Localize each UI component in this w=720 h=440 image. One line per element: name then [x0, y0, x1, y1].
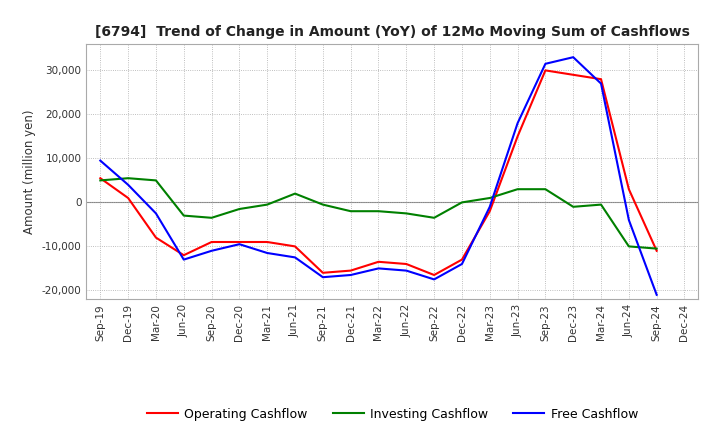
- Operating Cashflow: [263, 239, 271, 245]
- Free Cashflow: [124, 182, 132, 187]
- Investing Cashflow: [652, 246, 661, 251]
- Operating Cashflow: [624, 187, 633, 192]
- Operating Cashflow: [597, 77, 606, 82]
- Operating Cashflow: [569, 72, 577, 77]
- Operating Cashflow: [291, 244, 300, 249]
- Operating Cashflow: [96, 176, 104, 181]
- Free Cashflow: [263, 250, 271, 256]
- Investing Cashflow: [291, 191, 300, 196]
- Operating Cashflow: [458, 257, 467, 262]
- Investing Cashflow: [374, 209, 383, 214]
- Investing Cashflow: [318, 202, 327, 207]
- Free Cashflow: [597, 81, 606, 86]
- Operating Cashflow: [485, 209, 494, 214]
- Line: Operating Cashflow: Operating Cashflow: [100, 70, 657, 275]
- Free Cashflow: [374, 266, 383, 271]
- Free Cashflow: [207, 248, 216, 253]
- Investing Cashflow: [458, 200, 467, 205]
- Operating Cashflow: [374, 259, 383, 264]
- Investing Cashflow: [430, 215, 438, 220]
- Free Cashflow: [346, 272, 355, 278]
- Operating Cashflow: [652, 248, 661, 253]
- Free Cashflow: [179, 257, 188, 262]
- Investing Cashflow: [541, 187, 550, 192]
- Investing Cashflow: [346, 209, 355, 214]
- Investing Cashflow: [569, 204, 577, 209]
- Operating Cashflow: [235, 239, 243, 245]
- Free Cashflow: [458, 261, 467, 267]
- Investing Cashflow: [124, 176, 132, 181]
- Operating Cashflow: [207, 239, 216, 245]
- Free Cashflow: [291, 255, 300, 260]
- Free Cashflow: [152, 211, 161, 216]
- Free Cashflow: [96, 158, 104, 163]
- Free Cashflow: [652, 292, 661, 297]
- Investing Cashflow: [402, 211, 410, 216]
- Investing Cashflow: [624, 244, 633, 249]
- Investing Cashflow: [597, 202, 606, 207]
- Free Cashflow: [513, 121, 522, 126]
- Investing Cashflow: [513, 187, 522, 192]
- Free Cashflow: [402, 268, 410, 273]
- Operating Cashflow: [179, 253, 188, 258]
- Free Cashflow: [430, 277, 438, 282]
- Investing Cashflow: [263, 202, 271, 207]
- Line: Investing Cashflow: Investing Cashflow: [100, 178, 657, 249]
- Free Cashflow: [235, 242, 243, 247]
- Y-axis label: Amount (million yen): Amount (million yen): [23, 110, 36, 234]
- Operating Cashflow: [541, 68, 550, 73]
- Free Cashflow: [485, 204, 494, 209]
- Operating Cashflow: [124, 195, 132, 201]
- Operating Cashflow: [152, 235, 161, 240]
- Operating Cashflow: [402, 261, 410, 267]
- Operating Cashflow: [430, 272, 438, 278]
- Investing Cashflow: [96, 178, 104, 183]
- Title: [6794]  Trend of Change in Amount (YoY) of 12Mo Moving Sum of Cashflows: [6794] Trend of Change in Amount (YoY) o…: [95, 25, 690, 39]
- Free Cashflow: [318, 275, 327, 280]
- Operating Cashflow: [346, 268, 355, 273]
- Investing Cashflow: [152, 178, 161, 183]
- Free Cashflow: [569, 55, 577, 60]
- Investing Cashflow: [207, 215, 216, 220]
- Investing Cashflow: [179, 213, 188, 218]
- Operating Cashflow: [318, 270, 327, 275]
- Operating Cashflow: [513, 134, 522, 139]
- Investing Cashflow: [485, 195, 494, 201]
- Free Cashflow: [624, 217, 633, 223]
- Investing Cashflow: [235, 206, 243, 212]
- Legend: Operating Cashflow, Investing Cashflow, Free Cashflow: Operating Cashflow, Investing Cashflow, …: [142, 403, 643, 425]
- Line: Free Cashflow: Free Cashflow: [100, 57, 657, 295]
- Free Cashflow: [541, 61, 550, 66]
